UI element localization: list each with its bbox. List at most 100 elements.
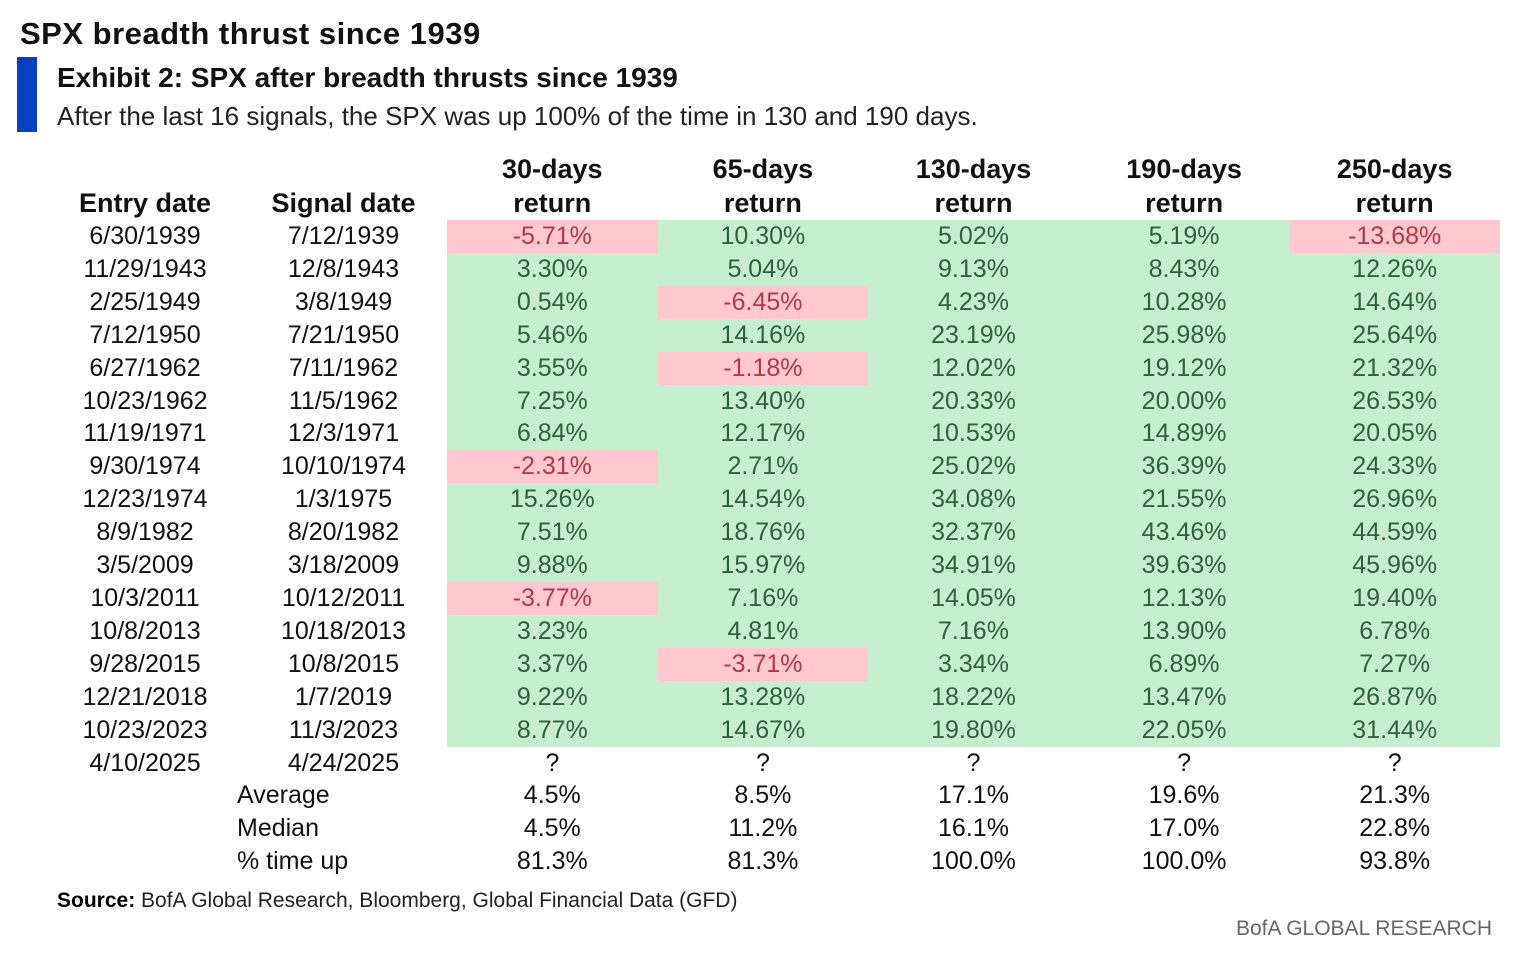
- return-cell: 5.19%: [1078, 220, 1290, 253]
- column-header: return: [513, 188, 592, 218]
- entry-date-cell: 12/21/2018: [82, 682, 208, 711]
- entry-date-cell: 6/27/1962: [89, 353, 201, 382]
- signal-date-cell: 10/12/2011: [281, 583, 406, 612]
- return-cell: 20.00%: [1078, 384, 1290, 418]
- return-cell: ?: [1177, 748, 1192, 777]
- return-cell: 25.02%: [868, 450, 1079, 484]
- header-row: 30-days 65-days 130-days 190-days 250-days: [50, 152, 1500, 186]
- entry-date-cell: 11/29/1943: [83, 254, 207, 283]
- return-cell: 25.98%: [1078, 318, 1290, 352]
- return-cell: 4.23%: [868, 285, 1079, 319]
- return-cell: -5.71%: [447, 220, 658, 253]
- return-cell: 10.53%: [868, 417, 1079, 451]
- return-cell: 7.16%: [868, 614, 1079, 648]
- return-cell: 7.27%: [1289, 647, 1500, 681]
- return-cell: 3.34%: [868, 647, 1079, 681]
- signal-date-cell: 10/8/2015: [287, 649, 400, 678]
- summary-value: 8.5%: [734, 781, 792, 810]
- return-cell: 34.91%: [868, 549, 1079, 582]
- header-row: Entry date Signal date return return return r…: [50, 186, 1500, 220]
- return-cell: 10.30%: [657, 220, 869, 253]
- entry-date-cell: 8/9/1982: [96, 518, 194, 547]
- table-row: 10/8/2013 10/18/2013 3.23% 4.81% 7.16% 13.90%…: [50, 614, 1500, 648]
- entry-date-cell: 9/30/1974: [89, 452, 201, 481]
- summary-row: % time up 81.3% 81.3% 100.0% 100.0% 93.8%: [50, 845, 1500, 878]
- summary-value: 81.3%: [727, 847, 799, 876]
- summary-value: 4.5%: [523, 781, 581, 810]
- return-cell: 14.16%: [657, 318, 869, 352]
- return-cell: ?: [545, 748, 560, 777]
- entry-date-cell: 12/23/1974: [82, 485, 208, 514]
- source-text: BofA Global Research, Bloomberg, Global …: [135, 889, 738, 912]
- column-header: return: [934, 188, 1013, 218]
- return-cell: 5.46%: [447, 318, 658, 352]
- column-header: 130-days: [915, 154, 1032, 184]
- signal-date-cell: 12/8/1943: [287, 254, 400, 283]
- table-row: 4/10/2025 4/24/2025?????: [50, 747, 1500, 780]
- return-cell: 7.16%: [657, 581, 869, 615]
- return-cell: 18.22%: [868, 680, 1079, 714]
- exhibit-subtitle: After the last 16 signals, the SPX was u…: [57, 101, 978, 131]
- summary-value: 4.5%: [523, 814, 581, 843]
- return-cell: 14.54%: [657, 483, 869, 517]
- summary-value: 81.3%: [516, 847, 588, 876]
- return-cell: 21.55%: [1078, 483, 1290, 517]
- return-cell: -3.77%: [447, 581, 658, 615]
- summary-value: 17.1%: [938, 781, 1009, 810]
- entry-date-cell: 10/3/2011: [90, 583, 200, 612]
- column-header: 250-days: [1336, 154, 1453, 184]
- page-title: SPX breadth thrust since 1939: [20, 16, 481, 51]
- return-cell: 19.40%: [1289, 581, 1500, 615]
- table-row: 11/19/1971 12/3/1971 6.84% 12.17% 10.53% 14.8…: [50, 417, 1500, 451]
- signal-date-cell: 12/3/1971: [287, 419, 400, 448]
- signal-date-cell: 11/5/1962: [288, 386, 399, 415]
- return-cell: 15.26%: [447, 483, 658, 517]
- column-header: [240, 152, 447, 186]
- return-cell: 3.30%: [447, 252, 658, 286]
- return-cell: 32.37%: [868, 516, 1079, 550]
- column-header: 30-days: [502, 154, 603, 184]
- entry-date-cell: 9/28/2015: [89, 649, 201, 678]
- return-cell: 12.02%: [868, 351, 1079, 385]
- return-cell: 8.77%: [447, 713, 658, 747]
- column-header: return: [1145, 188, 1224, 218]
- accent-bar: [17, 57, 37, 132]
- return-cell: 9.13%: [868, 252, 1079, 286]
- table-row: 8/9/1982 8/20/1982 7.51% 18.76% 32.37% 43.46%…: [50, 516, 1500, 550]
- return-cell: 15.97%: [657, 549, 869, 582]
- column-header: 190-days: [1126, 154, 1242, 184]
- entry-date-cell: 3/5/2009: [96, 551, 194, 580]
- return-cell: 0.54%: [447, 285, 658, 319]
- return-cell: 4.81%: [657, 614, 869, 648]
- return-cell: 45.96%: [1289, 549, 1500, 582]
- table-row: 10/23/2023 11/3/2023 8.77% 14.67% 19.80% 22.0…: [50, 713, 1500, 747]
- signal-date-cell: 7/21/1950: [287, 320, 400, 349]
- summary-label: Median: [237, 814, 319, 843]
- table-row: 10/23/1962 11/5/1962 7.25% 13.40% 20.33% 20.0…: [50, 384, 1500, 418]
- summary-value: 22.8%: [1359, 814, 1431, 843]
- return-cell: 8.43%: [1078, 252, 1290, 286]
- return-cell: 20.33%: [868, 384, 1079, 418]
- return-cell: 25.64%: [1289, 318, 1500, 352]
- return-cell: 43.46%: [1078, 516, 1290, 550]
- return-cell: 13.40%: [657, 384, 869, 418]
- return-cell: -13.68%: [1289, 220, 1500, 253]
- return-cell: 14.64%: [1289, 285, 1500, 319]
- column-header: return: [1355, 188, 1434, 218]
- return-cell: 36.39%: [1078, 450, 1290, 484]
- return-cell: 31.44%: [1289, 713, 1500, 747]
- return-cell: 6.78%: [1289, 614, 1500, 648]
- entry-date-cell: 7/12/1950: [89, 320, 201, 349]
- exhibit-title: Exhibit 2: SPX after breadth thrusts sin…: [57, 62, 678, 93]
- table-row: 9/30/1974 10/10/1974 -2.31% 2.71% 25.02% 36.3…: [50, 450, 1500, 484]
- signal-date-cell: 3/8/1949: [294, 287, 393, 316]
- source-label: Source:: [57, 889, 136, 912]
- signal-date-cell: 11/3/2023: [288, 715, 399, 744]
- entry-date-cell: 10/8/2013: [89, 616, 201, 645]
- return-cell: -6.45%: [657, 285, 869, 319]
- table-row: 6/30/1939 7/12/1939 -5.71% 10.30% 5.02% 5.19%…: [50, 220, 1500, 253]
- return-cell: 19.80%: [868, 713, 1079, 747]
- return-cell: -2.31%: [447, 450, 658, 484]
- signal-date-cell: 4/24/2025: [287, 748, 400, 777]
- return-cell: 9.88%: [447, 549, 658, 582]
